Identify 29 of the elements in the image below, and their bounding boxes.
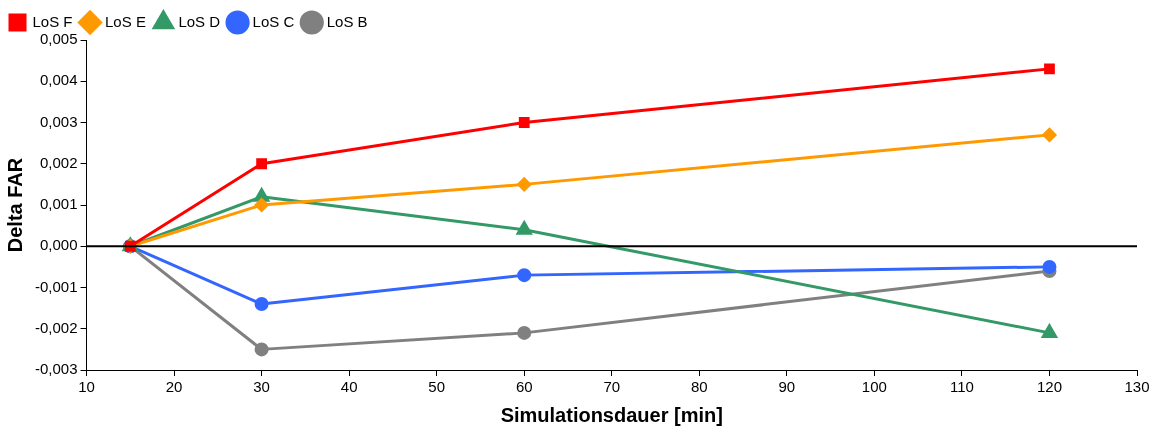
x-tick-label: 40	[340, 378, 358, 396]
x-tick-label: 50	[428, 378, 446, 396]
y-tick-label: -0,001	[34, 277, 78, 295]
x-tick-label: 60	[515, 378, 533, 396]
y-tick-label: 0,000	[39, 236, 78, 254]
y-tick-label: 0,005	[39, 30, 78, 48]
legend-label: LoS C	[252, 12, 295, 30]
x-tick-label: 70	[603, 378, 621, 396]
y-tick-label: 0,001	[39, 195, 78, 213]
x-tick-label: 110	[949, 378, 974, 396]
legend-label: LoS F	[32, 12, 73, 30]
x-tick-label: 130	[1124, 378, 1150, 396]
y-axis-title: Delta FAR	[3, 157, 26, 253]
y-tick-label: 0,004	[39, 71, 78, 89]
x-tick-label: 120	[1036, 378, 1062, 396]
legend-label: LoS E	[105, 12, 146, 30]
y-tick-label: -0,003	[34, 360, 78, 378]
y-tick-label: 0,003	[39, 112, 78, 130]
x-tick-label: 30	[253, 378, 270, 396]
x-tick-label: 80	[690, 378, 708, 396]
y-tick-label: -0,002	[34, 318, 78, 336]
legend-label: LoS D	[178, 12, 221, 30]
x-axis-title: Simulationsdauer [min]	[500, 403, 723, 426]
x-tick-label: 90	[778, 378, 796, 396]
x-tick-label: 10	[78, 378, 95, 396]
x-tick-label: 100	[861, 378, 887, 396]
x-tick-label: 20	[165, 378, 183, 396]
y-tick-label: 0,002	[39, 153, 78, 171]
legend-label: LoS B	[326, 12, 368, 30]
